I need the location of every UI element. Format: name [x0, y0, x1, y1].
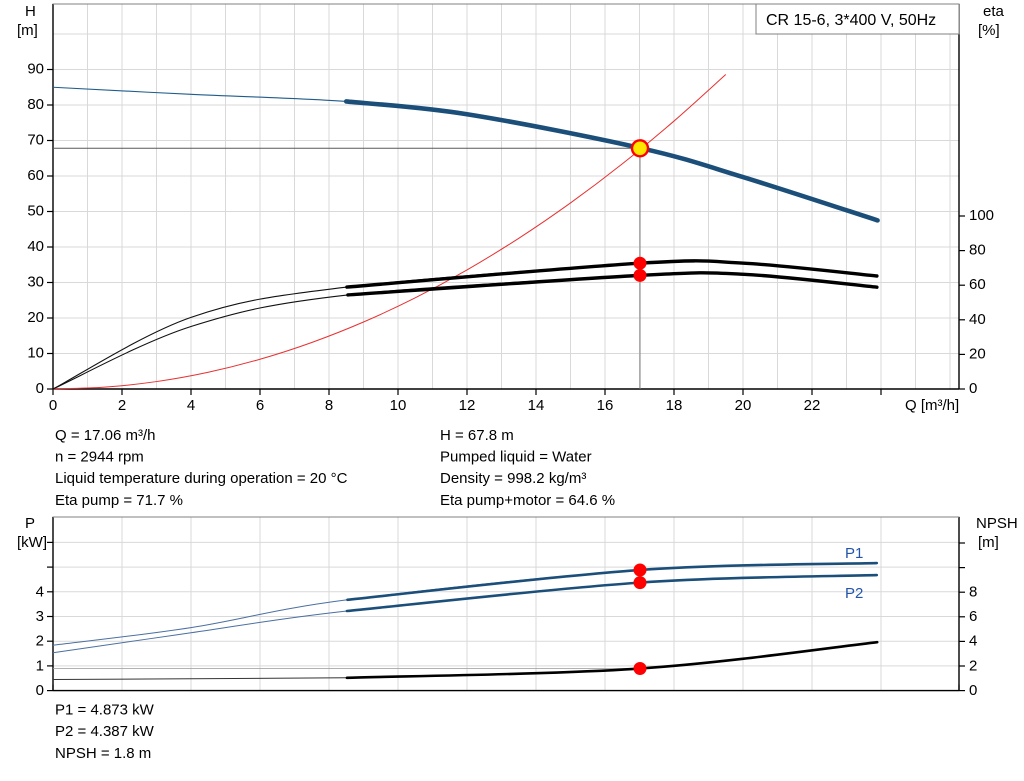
svg-text:eta: eta: [983, 3, 1005, 20]
svg-text:4: 4: [969, 633, 977, 650]
svg-text:3: 3: [36, 608, 44, 625]
svg-text:1: 1: [36, 657, 44, 674]
svg-text:P2 = 4.387 kW: P2 = 4.387 kW: [55, 723, 155, 740]
svg-text:Pumped liquid = Water: Pumped liquid = Water: [440, 449, 592, 466]
svg-text:100: 100: [969, 207, 994, 224]
svg-text:20: 20: [27, 309, 44, 326]
svg-text:[%]: [%]: [978, 22, 1000, 39]
svg-text:10: 10: [390, 397, 407, 414]
svg-text:70: 70: [27, 132, 44, 149]
svg-text:0: 0: [36, 682, 44, 699]
svg-text:8: 8: [325, 397, 333, 414]
svg-text:6: 6: [256, 397, 264, 414]
svg-text:4: 4: [187, 397, 195, 414]
svg-text:30: 30: [27, 274, 44, 291]
svg-text:Liquid temperature during oper: Liquid temperature during operation = 20…: [55, 470, 348, 487]
svg-text:Density = 998.2 kg/m³: Density = 998.2 kg/m³: [440, 470, 586, 487]
svg-text:P2: P2: [845, 585, 863, 602]
svg-text:H: H: [25, 3, 36, 20]
svg-text:60: 60: [969, 276, 986, 293]
svg-text:16: 16: [597, 397, 614, 414]
svg-text:10: 10: [27, 345, 44, 362]
svg-text:60: 60: [27, 167, 44, 184]
svg-text:90: 90: [27, 61, 44, 78]
svg-text:NPSH: NPSH: [976, 515, 1018, 532]
svg-text:80: 80: [27, 96, 44, 113]
svg-text:[kW]: [kW]: [17, 534, 47, 551]
svg-text:2: 2: [969, 657, 977, 674]
svg-text:80: 80: [969, 242, 986, 259]
svg-text:[m]: [m]: [978, 534, 999, 551]
svg-text:Eta pump+motor = 64.6 %: Eta pump+motor = 64.6 %: [440, 492, 615, 509]
svg-text:0: 0: [969, 380, 977, 397]
svg-text:4: 4: [36, 583, 44, 600]
svg-text:40: 40: [969, 311, 986, 328]
svg-text:22: 22: [804, 397, 821, 414]
svg-text:40: 40: [27, 238, 44, 255]
svg-text:2: 2: [36, 633, 44, 650]
svg-text:n = 2944 rpm: n = 2944 rpm: [55, 449, 144, 466]
svg-text:Q = 17.06 m³/h: Q = 17.06 m³/h: [55, 427, 155, 444]
svg-text:Q [m³/h]: Q [m³/h]: [905, 397, 959, 414]
svg-text:2: 2: [118, 397, 126, 414]
svg-text:8: 8: [969, 583, 977, 600]
svg-text:H = 67.8 m: H = 67.8 m: [440, 427, 514, 444]
svg-text:50: 50: [27, 203, 44, 220]
svg-text:NPSH = 1.8 m: NPSH = 1.8 m: [55, 745, 151, 762]
svg-text:[m]: [m]: [17, 22, 38, 39]
svg-text:20: 20: [969, 345, 986, 362]
svg-text:CR 15-6, 3*400 V, 50Hz: CR 15-6, 3*400 V, 50Hz: [766, 12, 936, 29]
svg-text:12: 12: [459, 397, 476, 414]
svg-text:0: 0: [49, 397, 57, 414]
svg-text:0: 0: [969, 682, 977, 699]
svg-text:P1 = 4.873 kW: P1 = 4.873 kW: [55, 702, 155, 719]
svg-text:Eta pump = 71.7 %: Eta pump = 71.7 %: [55, 492, 183, 509]
svg-text:6: 6: [969, 608, 977, 625]
svg-text:0: 0: [36, 380, 44, 397]
svg-text:18: 18: [666, 397, 683, 414]
svg-text:20: 20: [735, 397, 752, 414]
svg-text:P: P: [25, 515, 35, 532]
svg-text:14: 14: [528, 397, 545, 414]
svg-text:P1: P1: [845, 545, 863, 562]
